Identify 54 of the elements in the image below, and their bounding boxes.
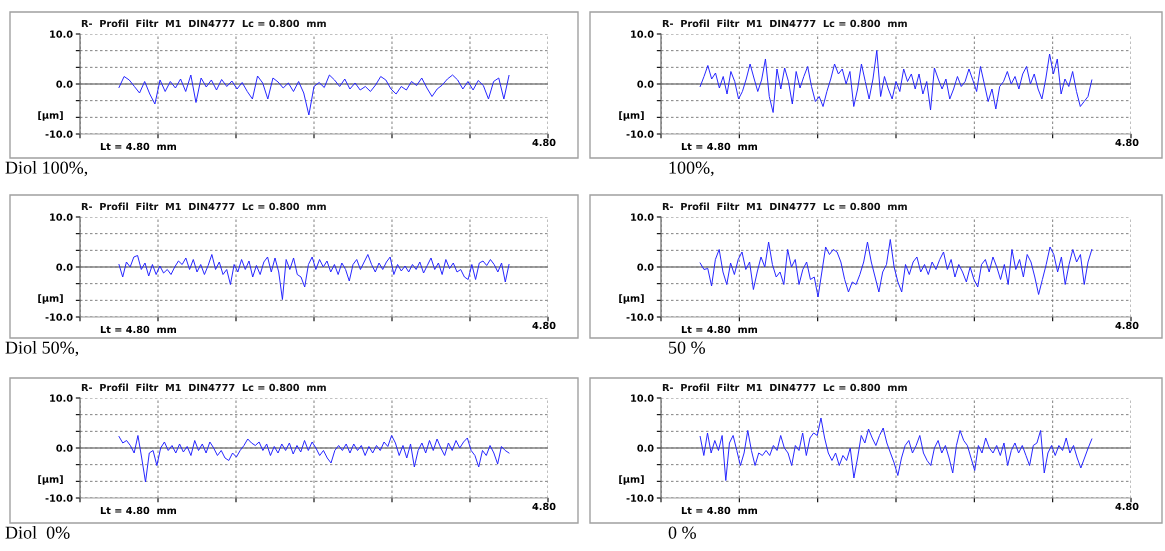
y-tick-label: -10.0 xyxy=(626,313,654,321)
y-tick-label: 10.0 xyxy=(50,394,73,402)
y-tick-label: -10.0 xyxy=(45,494,73,502)
y-tick-label: 0.0 xyxy=(637,80,654,88)
chart-title: R- Profil Filtr M1 DIN4777 Lc = 0.800 mm xyxy=(81,383,326,392)
y-tick-label: -10.0 xyxy=(45,130,73,138)
y-tick-label: 10.0 xyxy=(50,213,73,221)
chart-title: R- Profil Filtr M1 DIN4777 Lc = 0.800 mm xyxy=(662,202,907,211)
chart-title: R- Profil Filtr M1 DIN4777 Lc = 0.800 mm xyxy=(662,19,907,28)
text: Diol 0% xyxy=(5,526,70,539)
chart-title: R- Profil Filtr M1 DIN4777 Lc = 0.800 mm xyxy=(81,19,326,28)
y-tick-label: 0.0 xyxy=(637,263,654,271)
text: 4.80 xyxy=(1115,138,1139,147)
y-axis-title: [µm] xyxy=(38,111,63,121)
text: 4.80 xyxy=(1115,321,1139,330)
text: Lt = 4.80 mm xyxy=(100,506,177,515)
line-series xyxy=(699,50,1093,113)
text: Diol 50%, xyxy=(5,341,79,357)
y-tick-label: 10.0 xyxy=(50,30,73,38)
y-axis-title: [µm] xyxy=(619,294,644,304)
y-axis-title: [µm] xyxy=(619,111,644,121)
line-series xyxy=(118,254,510,300)
text: 4.80 xyxy=(532,138,556,147)
text: Lt = 4.80 mm xyxy=(681,325,758,334)
y-axis-title: [µm] xyxy=(38,294,63,304)
line-series xyxy=(699,417,1093,481)
text: 50 % xyxy=(669,341,705,354)
text: Lt = 4.80 mm xyxy=(681,506,758,515)
text: 4.80 xyxy=(1115,502,1139,511)
chart-title: R- Profil Filtr M1 DIN4777 Lc = 0.800 mm xyxy=(81,202,326,211)
y-axis-title: [µm] xyxy=(619,475,644,485)
y-tick-label: 10.0 xyxy=(631,394,654,402)
y-tick-label: 10.0 xyxy=(631,213,654,221)
text: Lt = 4.80 mm xyxy=(681,142,758,151)
y-tick-label: -10.0 xyxy=(626,494,654,502)
y-tick-label: 0.0 xyxy=(56,444,73,452)
text: Lt = 4.80 mm xyxy=(100,142,177,151)
y-axis-title: [µm] xyxy=(38,475,63,485)
text: 0 % xyxy=(668,526,696,539)
line-series xyxy=(118,74,510,116)
text: 4.80 xyxy=(532,502,556,511)
line-series xyxy=(118,435,510,483)
y-tick-label: 10.0 xyxy=(631,30,654,38)
y-tick-label: 0.0 xyxy=(56,263,73,271)
text: Lt = 4.80 mm xyxy=(100,325,177,334)
text: 100%, xyxy=(669,161,714,177)
y-tick-label: -10.0 xyxy=(45,313,73,321)
y-tick-label: -10.0 xyxy=(626,130,654,138)
text: Diol 100%, xyxy=(5,161,88,177)
text: 4.80 xyxy=(532,321,556,330)
chart-title: R- Profil Filtr M1 DIN4777 Lc = 0.800 mm xyxy=(662,383,907,392)
y-tick-label: 0.0 xyxy=(637,444,654,452)
line-series xyxy=(699,239,1093,298)
y-tick-label: 0.0 xyxy=(56,80,73,88)
